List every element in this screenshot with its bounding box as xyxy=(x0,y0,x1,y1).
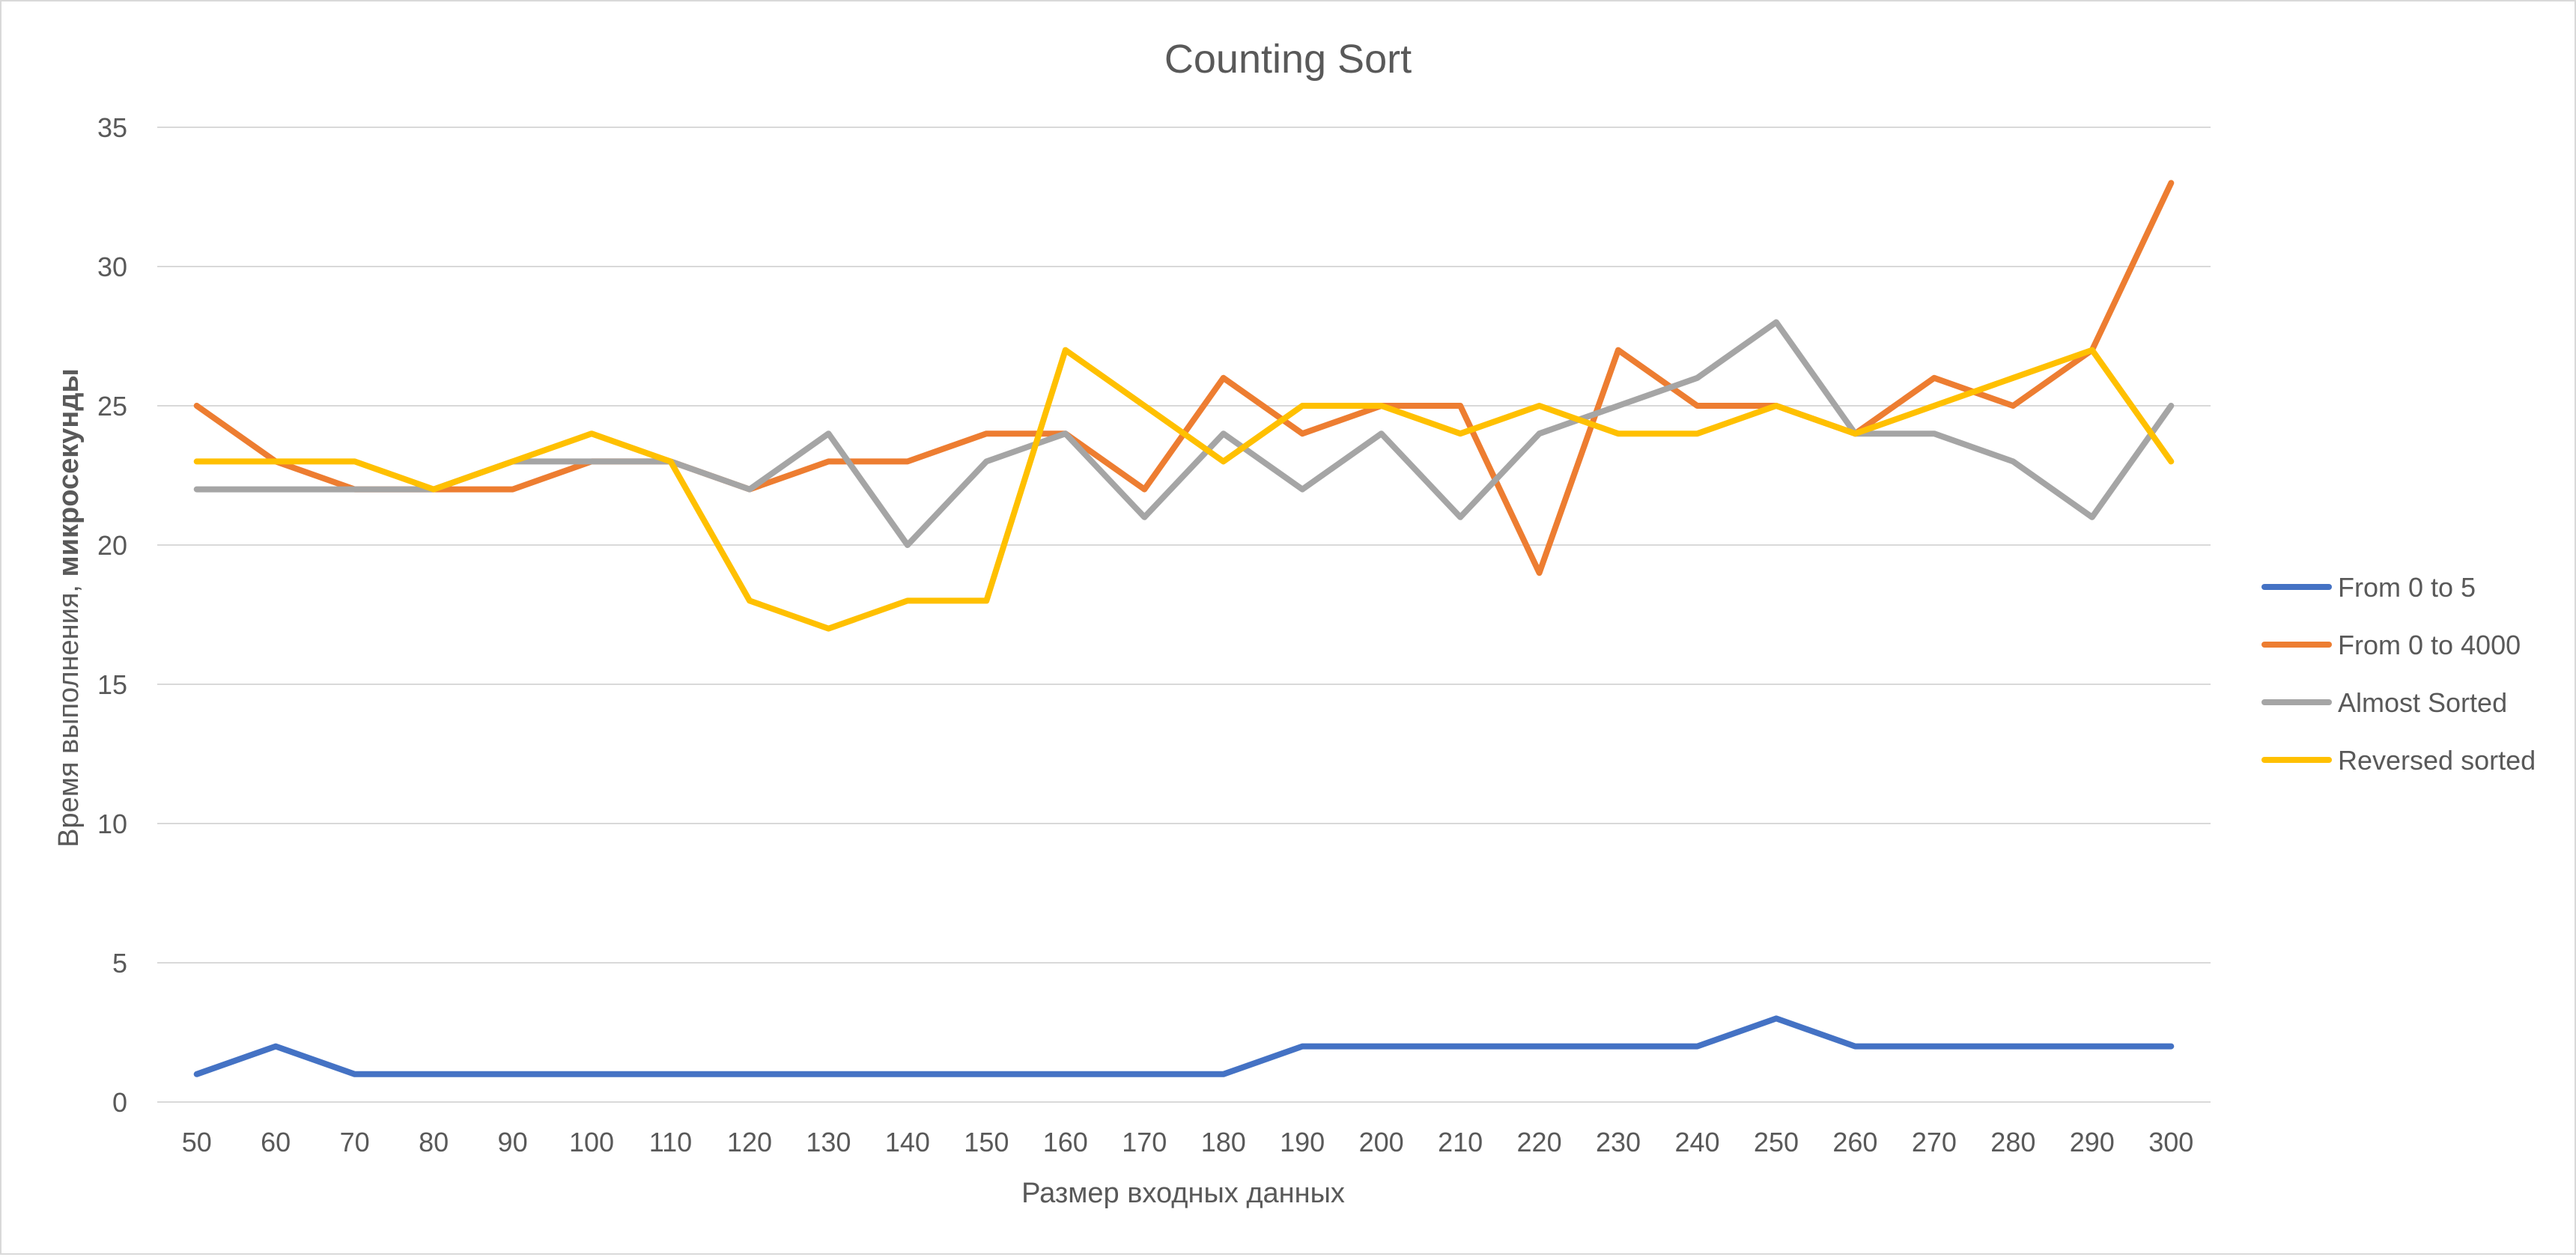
y-axis-label-bold: микросекунды xyxy=(53,368,85,576)
x-tick-label: 60 xyxy=(261,1127,291,1157)
x-tick-label: 190 xyxy=(1280,1127,1325,1157)
legend-label: Reversed sorted xyxy=(2338,745,2536,776)
legend: From 0 to 5 From 0 to 4000 Almost Sorted Re… xyxy=(2261,572,2536,776)
y-tick-label: 30 xyxy=(97,252,127,282)
legend-label: From 0 to 5 xyxy=(2338,572,2476,603)
x-tick-label: 250 xyxy=(1754,1127,1799,1157)
x-tick-label: 80 xyxy=(419,1127,449,1157)
y-tick-label: 15 xyxy=(97,669,127,700)
x-tick-label: 150 xyxy=(964,1127,1009,1157)
x-tick-label: 100 xyxy=(569,1127,614,1157)
y-tick-label: 20 xyxy=(97,530,127,561)
y-axis-ticks: 0 5 10 15 20 25 30 35 xyxy=(97,112,127,1118)
x-tick-label: 300 xyxy=(2148,1127,2193,1157)
x-tick-label: 180 xyxy=(1201,1127,1246,1157)
y-tick-label: 25 xyxy=(97,391,127,421)
x-tick-label: 70 xyxy=(340,1127,370,1157)
x-tick-label: 280 xyxy=(1990,1127,2035,1157)
x-tick-label: 120 xyxy=(727,1127,772,1157)
x-tick-label: 260 xyxy=(1832,1127,1877,1157)
x-axis-ticks: 50 60 70 80 90 100 110 120 130 140 150 160 170 180 190… xyxy=(182,1127,2194,1157)
gridlines xyxy=(157,127,2211,1103)
x-tick-label: 220 xyxy=(1517,1127,1562,1157)
series-line-2 xyxy=(193,180,2175,576)
y-axis-label: Время выполнения, микросекунды xyxy=(53,368,85,847)
x-tick-label: 130 xyxy=(806,1127,851,1157)
y-tick-label: 10 xyxy=(97,809,127,839)
series-line-3 xyxy=(193,319,2175,548)
x-tick-label: 110 xyxy=(649,1127,692,1157)
x-tick-label: 170 xyxy=(1122,1127,1167,1157)
x-axis-label: Размер входных данных xyxy=(1021,1178,1345,1209)
x-tick-label: 50 xyxy=(182,1127,212,1157)
y-axis-label-prefix: Время выполнения, xyxy=(53,576,85,847)
x-tick-label: 290 xyxy=(2070,1127,2115,1157)
y-tick-label: 35 xyxy=(97,112,127,143)
x-tick-label: 230 xyxy=(1596,1127,1641,1157)
x-tick-label: 160 xyxy=(1043,1127,1088,1157)
chart-title: Counting Sort xyxy=(1164,37,1412,82)
legend-label: From 0 to 4000 xyxy=(2338,630,2521,660)
x-tick-label: 200 xyxy=(1359,1127,1404,1157)
x-tick-label: 90 xyxy=(498,1127,528,1157)
x-tick-label: 270 xyxy=(1912,1127,1957,1157)
y-tick-label: 0 xyxy=(112,1087,127,1118)
series-line-4 xyxy=(193,347,2175,632)
x-tick-label: 210 xyxy=(1438,1127,1483,1157)
y-tick-label: 5 xyxy=(112,948,127,978)
x-tick-label: 240 xyxy=(1674,1127,1719,1157)
series-lines xyxy=(193,180,2175,1077)
x-tick-label: 140 xyxy=(885,1127,930,1157)
series-line-1 xyxy=(193,1015,2175,1077)
legend-label: Almost Sorted xyxy=(2338,687,2507,718)
